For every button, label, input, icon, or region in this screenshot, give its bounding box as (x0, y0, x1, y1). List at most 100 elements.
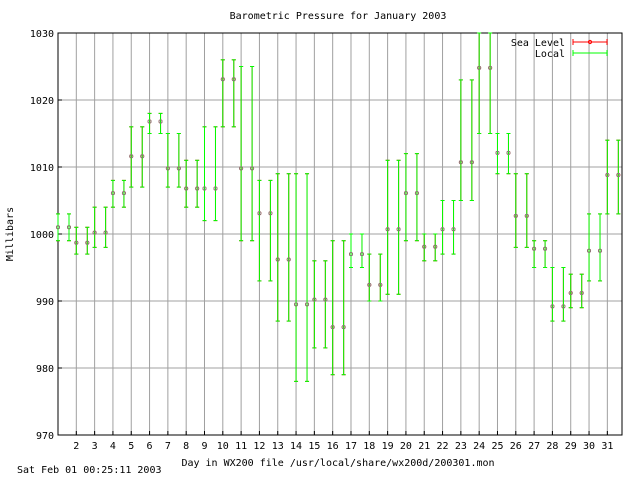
x-axis-label: Day in WX200 file /usr/local/share/wx200… (181, 458, 494, 469)
data-point (422, 244, 427, 249)
data-point (231, 77, 236, 82)
x-tick-label: 24 (473, 441, 485, 452)
data-point (568, 290, 573, 295)
data-point (294, 302, 299, 307)
data-point (451, 227, 456, 232)
data-point (616, 173, 621, 178)
data-point (477, 65, 482, 70)
x-tick-label: 4 (110, 441, 116, 452)
x-tick-label: 19 (382, 441, 394, 452)
data-point (176, 166, 181, 171)
data-point (275, 257, 280, 262)
data-point (312, 297, 317, 302)
data-point (165, 166, 170, 171)
x-tick-label: 30 (583, 441, 595, 452)
legend-label-local: Local (535, 49, 565, 60)
x-tick-label: 7 (165, 441, 171, 452)
data-point (414, 191, 419, 196)
x-tick-label: 28 (546, 441, 558, 452)
x-tick-label: 15 (308, 441, 320, 452)
data-point (513, 213, 518, 218)
data-point (74, 240, 79, 245)
data-point (121, 191, 126, 196)
data-point (396, 227, 401, 232)
data-point (140, 154, 145, 159)
data-point (561, 304, 566, 309)
data-point (341, 325, 346, 330)
data-point (286, 257, 291, 262)
y-tick-label: 1020 (30, 96, 54, 107)
data-point (532, 246, 537, 251)
data-point (330, 325, 335, 330)
data-point (433, 244, 438, 249)
data-point (403, 191, 408, 196)
x-tick-label: 6 (147, 441, 153, 452)
y-tick-label: 980 (36, 364, 54, 375)
series-local (56, 32, 621, 382)
data-point (587, 248, 592, 253)
x-tick-label: 18 (363, 441, 375, 452)
data-point (66, 225, 71, 230)
data-point (579, 290, 584, 295)
data-point (305, 302, 310, 307)
data-point (378, 282, 383, 287)
x-tick-label: 5 (128, 441, 134, 452)
x-tick-label: 25 (491, 441, 503, 452)
y-tick-label: 1030 (30, 29, 54, 40)
x-tick-label: 26 (510, 441, 522, 452)
data-point (348, 252, 353, 257)
data-point (367, 282, 372, 287)
x-tick-label: 22 (437, 441, 449, 452)
y-tick-label: 990 (36, 297, 54, 308)
legend: Sea Level Local (511, 38, 608, 60)
x-tick-label: 8 (183, 441, 189, 452)
x-tick-label: 29 (565, 441, 577, 452)
data-point (147, 119, 152, 124)
data-point (440, 227, 445, 232)
x-tick-label: 9 (201, 441, 207, 452)
data-point (488, 65, 493, 70)
data-point (92, 230, 97, 235)
y-tick-label: 1000 (30, 230, 54, 241)
data-point (158, 119, 163, 124)
data-point (543, 246, 548, 251)
y-tick-label: 970 (36, 431, 54, 442)
data-point (257, 211, 262, 216)
x-tick-label: 2 (73, 441, 79, 452)
data-point (550, 304, 555, 309)
x-tick-label: 14 (290, 441, 302, 452)
data-point (56, 225, 61, 230)
data-point (359, 252, 364, 257)
data-point (103, 230, 108, 235)
x-tick-label: 16 (327, 441, 339, 452)
x-tick-label: 21 (418, 441, 430, 452)
data-point (524, 213, 529, 218)
data-point (506, 150, 511, 155)
data-point (458, 160, 463, 165)
legend-label-sea-level: Sea Level (511, 38, 565, 49)
data-point (85, 240, 90, 245)
data-point (605, 173, 610, 178)
data-point (220, 77, 225, 82)
y-tick-label: 1010 (30, 163, 54, 174)
x-tick-label: 12 (253, 441, 265, 452)
x-tick-label: 13 (272, 441, 284, 452)
x-tick-label: 23 (455, 441, 467, 452)
x-tick-label: 27 (528, 441, 540, 452)
data-point (268, 211, 273, 216)
data-point (129, 154, 134, 159)
legend-symbol-sea-level (572, 39, 608, 45)
x-axis-ticks: 2 3 4 5 6 7 8 9 10 11 12 13 14 15 16 17 18 19 20 21 22 23 24 25… (73, 431, 613, 452)
data-point (469, 160, 474, 165)
x-tick-label: 10 (217, 441, 229, 452)
data-point (323, 297, 328, 302)
data-series (56, 32, 621, 382)
data-point (195, 186, 200, 191)
x-tick-label: 3 (92, 441, 98, 452)
data-point (110, 191, 115, 196)
legend-symbol-local (572, 50, 608, 56)
x-tick-label: 17 (345, 441, 357, 452)
grid-lines (58, 33, 622, 435)
data-point (202, 186, 207, 191)
